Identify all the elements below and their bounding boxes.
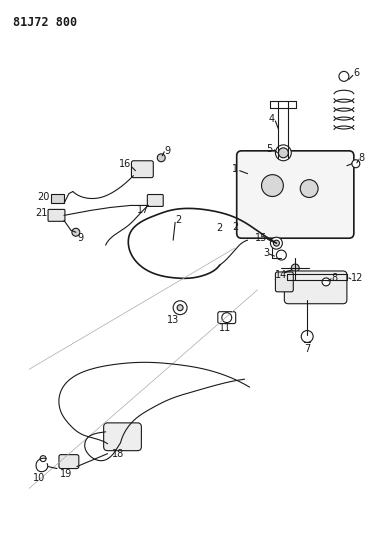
Text: 18: 18: [112, 449, 124, 459]
Circle shape: [322, 278, 330, 286]
Circle shape: [72, 228, 80, 236]
Text: 19: 19: [60, 469, 72, 479]
Circle shape: [279, 148, 288, 158]
Text: 13: 13: [167, 314, 179, 325]
Text: 8: 8: [359, 153, 365, 163]
Text: 10: 10: [33, 473, 45, 483]
Circle shape: [275, 145, 291, 161]
Circle shape: [339, 71, 349, 82]
FancyBboxPatch shape: [284, 271, 347, 304]
Text: 5: 5: [266, 144, 273, 154]
FancyBboxPatch shape: [48, 209, 65, 221]
Text: 2: 2: [233, 222, 239, 232]
Text: 12: 12: [350, 273, 363, 283]
Text: 11: 11: [219, 322, 231, 333]
Circle shape: [301, 330, 313, 343]
Text: 6: 6: [354, 68, 360, 78]
Text: 15: 15: [255, 233, 268, 243]
Circle shape: [222, 313, 232, 322]
Text: 20: 20: [37, 191, 49, 201]
Text: 3: 3: [263, 248, 270, 258]
Text: 8: 8: [331, 273, 337, 283]
FancyBboxPatch shape: [147, 195, 163, 206]
FancyBboxPatch shape: [59, 455, 79, 469]
Circle shape: [352, 160, 360, 168]
Circle shape: [173, 301, 187, 314]
Text: 21: 21: [35, 208, 47, 219]
Text: 17: 17: [137, 205, 149, 215]
Circle shape: [270, 237, 282, 249]
FancyBboxPatch shape: [103, 423, 141, 451]
Text: 14: 14: [275, 270, 287, 280]
Bar: [51, 193, 64, 204]
Text: 16: 16: [119, 159, 131, 169]
Text: 1: 1: [231, 164, 238, 174]
Text: 9: 9: [164, 146, 170, 156]
Circle shape: [291, 264, 299, 272]
Circle shape: [277, 250, 286, 260]
Text: 2: 2: [175, 215, 181, 225]
FancyBboxPatch shape: [131, 161, 153, 177]
Circle shape: [300, 180, 318, 198]
FancyBboxPatch shape: [218, 312, 236, 324]
Circle shape: [261, 175, 283, 197]
Circle shape: [177, 305, 183, 311]
Text: 2: 2: [217, 223, 223, 233]
Circle shape: [157, 154, 165, 161]
FancyBboxPatch shape: [237, 151, 354, 238]
Text: 9: 9: [78, 233, 84, 243]
Circle shape: [273, 240, 279, 246]
Circle shape: [40, 456, 46, 462]
FancyBboxPatch shape: [275, 272, 293, 292]
Text: 7: 7: [304, 344, 310, 354]
Text: 4: 4: [268, 114, 275, 124]
Text: 81J72 800: 81J72 800: [13, 16, 77, 29]
